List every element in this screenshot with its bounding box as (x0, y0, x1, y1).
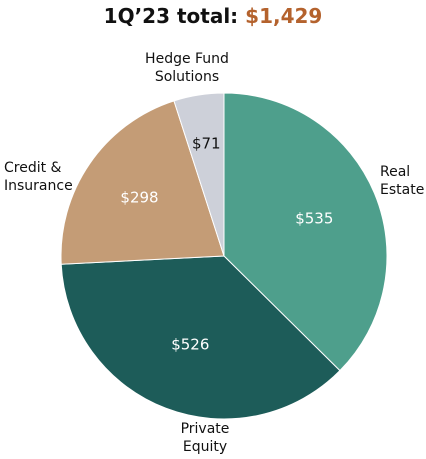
pie-slice-real-estate (223, 92, 388, 372)
chart-title-total: $1,429 (245, 4, 323, 28)
pie-value-labels: $535 $526 $298 $71 (120, 134, 333, 353)
pie-slices (60, 92, 388, 420)
category-label-line: Solutions (155, 69, 219, 85)
category-label-real-estate: Real Estate (380, 164, 424, 198)
value-label-credit-and-insurance: $298 (120, 189, 158, 207)
category-label-line: Insurance (4, 178, 73, 194)
category-label-hedge-fund-solutions: Hedge Fund Solutions (145, 51, 229, 85)
pie-slice-private-equity (60, 255, 341, 420)
category-label-line: Private (181, 421, 230, 437)
category-label-line: Credit & (4, 160, 62, 176)
category-label-line: Equity (183, 439, 227, 455)
category-label-credit-and-insurance: Credit & Insurance (4, 160, 73, 194)
chart-title-prefix: 1Q’23 total: (103, 4, 239, 28)
pie-category-labels: Real Estate Private Equity Credit & Insurance… (4, 51, 424, 455)
category-label-private-equity: Private Equity (181, 421, 230, 455)
category-label-line: Hedge Fund (145, 51, 229, 67)
value-label-private-equity: $526 (171, 335, 209, 353)
pie-slice-credit-and-insurance (60, 100, 225, 265)
category-label-line: Real (380, 164, 410, 180)
category-label-line: Estate (380, 182, 424, 198)
pie-slice-hedge-fund-solutions (173, 92, 225, 257)
value-label-real-estate: $535 (295, 209, 333, 227)
value-label-hedge-fund-solutions: $71 (192, 134, 221, 152)
chart-title: 1Q’23 total: $1,429 (0, 3, 426, 29)
